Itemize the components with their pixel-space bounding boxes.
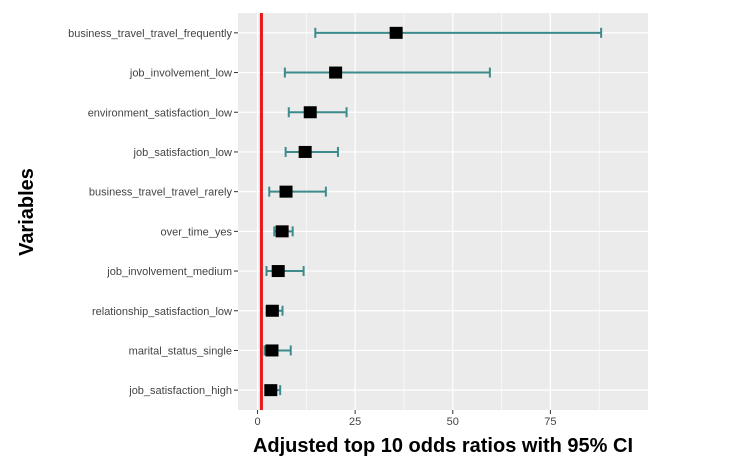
x-tick-label: 25	[349, 416, 361, 428]
point-estimate	[265, 304, 279, 317]
point-estimate	[329, 66, 343, 79]
x-tick-labels: 0 25 50 75	[254, 410, 557, 428]
x-tick-label: 0	[254, 416, 260, 428]
error-bar	[314, 27, 603, 38]
y-tick-labels: business_travel_travel_frequently job_inv…	[68, 28, 238, 397]
y-tick-label: marital_status_single	[129, 345, 232, 357]
y-tick-label: job_satisfaction_high	[128, 385, 232, 397]
x-tick-label: 50	[447, 416, 459, 428]
point-estimate	[389, 26, 403, 39]
x-axis-title: Adjusted top 10 odds ratios with 95% CI	[253, 435, 633, 457]
y-tick-label: job_satisfaction_low	[133, 147, 233, 159]
point-estimate	[271, 265, 285, 278]
y-tick-label: environment_satisfaction_low	[88, 107, 232, 119]
point-estimate	[265, 344, 279, 357]
error-bar	[287, 107, 348, 118]
y-tick-label: relationship_satisfaction_low	[92, 306, 232, 318]
point-estimate	[279, 185, 293, 198]
point-estimate	[298, 145, 312, 158]
error-bar	[283, 67, 491, 78]
point-estimate	[303, 106, 317, 119]
point-estimate	[275, 225, 289, 238]
error-bars	[263, 27, 603, 396]
y-tick-label: over_time_yes	[160, 226, 232, 238]
x-tick-label: 75	[544, 416, 556, 428]
y-tick-label: business_travel_travel_frequently	[68, 28, 232, 40]
error-bar	[284, 146, 339, 157]
y-tick-label: job_involvement_low	[129, 68, 232, 80]
error-bar	[268, 186, 327, 197]
point-estimate	[264, 384, 278, 397]
y-tick-label: job_involvement_medium	[106, 266, 232, 278]
y-axis-title: Variables	[16, 168, 38, 256]
y-tick-label: business_travel_travel_rarely	[89, 187, 233, 199]
point-estimates	[264, 26, 403, 397]
